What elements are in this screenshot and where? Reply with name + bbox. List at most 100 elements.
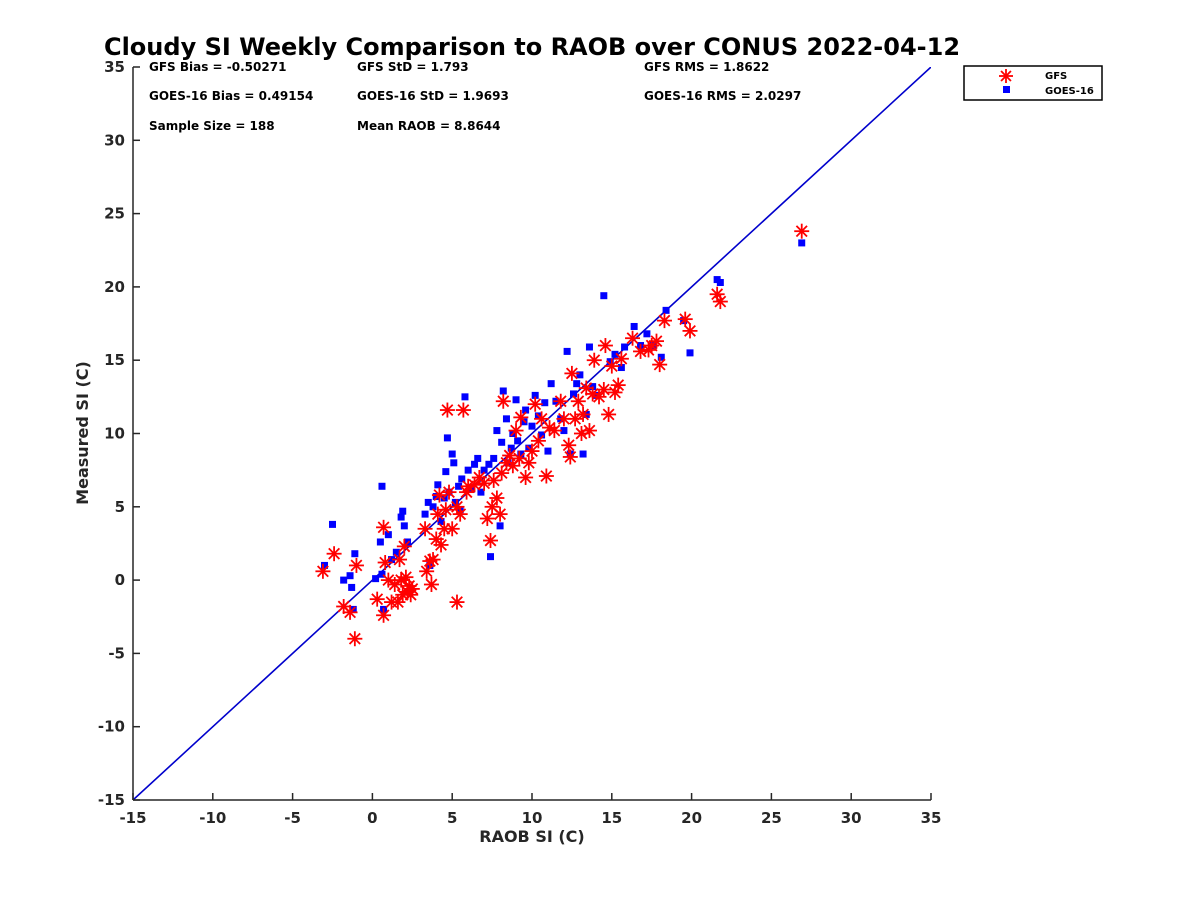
y-tick-label: -15 bbox=[98, 791, 125, 809]
goes-point bbox=[560, 427, 568, 435]
gfs-point bbox=[564, 365, 580, 381]
gfs-point bbox=[597, 338, 613, 354]
gfs-point bbox=[404, 581, 420, 597]
goes-point bbox=[541, 399, 549, 407]
stat-goes-rms: GOES-16 RMS = 2.0297 bbox=[644, 89, 801, 103]
legend-box bbox=[963, 65, 1103, 101]
stat-gfs-bias: GFS Bias = -0.50271 bbox=[149, 60, 286, 74]
x-tick-label: -15 bbox=[119, 809, 146, 827]
gfs-point bbox=[562, 449, 578, 465]
goes-point bbox=[485, 460, 493, 468]
gfs-point bbox=[648, 333, 664, 349]
goes-point bbox=[340, 576, 348, 584]
goes-point bbox=[397, 513, 405, 521]
gfs-point bbox=[452, 506, 468, 522]
gfs-point bbox=[444, 521, 460, 537]
x-tick-label: 20 bbox=[681, 809, 702, 827]
gfs-point bbox=[581, 423, 597, 439]
goes-point bbox=[544, 447, 552, 455]
y-tick-label: 5 bbox=[115, 498, 125, 516]
gfs-point bbox=[417, 521, 433, 537]
gfs-point bbox=[423, 576, 439, 592]
stat-goes-bias: GOES-16 Bias = 0.49154 bbox=[149, 89, 313, 103]
gfs-point bbox=[419, 563, 435, 579]
x-tick-label: -5 bbox=[284, 809, 301, 827]
stat-gfs-rms: GFS RMS = 1.8622 bbox=[644, 60, 769, 74]
y-tick-label: 20 bbox=[104, 278, 125, 296]
x-tick-label: 25 bbox=[761, 809, 782, 827]
goes-point bbox=[563, 347, 571, 355]
gfs-point bbox=[495, 393, 511, 409]
goes-point bbox=[351, 550, 359, 558]
goes-point bbox=[621, 343, 629, 351]
stats-block: GFS Bias = -0.50271 GFS StD = 1.793 GFS … bbox=[149, 60, 801, 133]
goes-point bbox=[716, 279, 724, 287]
goes-point bbox=[321, 561, 329, 569]
goes-point bbox=[399, 507, 407, 515]
goes-point bbox=[471, 460, 479, 468]
gfs-point bbox=[439, 402, 455, 418]
gfs-point bbox=[546, 423, 562, 439]
gfs-point bbox=[677, 311, 693, 327]
gfs-point bbox=[561, 437, 577, 453]
y-tick-label: -5 bbox=[108, 644, 125, 662]
chart-title: Cloudy SI Weekly Comparison to RAOB over… bbox=[104, 33, 960, 61]
goes-point bbox=[429, 503, 437, 511]
gfs-point bbox=[492, 506, 508, 522]
goes-point bbox=[388, 556, 396, 564]
gfs-point bbox=[794, 223, 810, 239]
y-tick-label: 35 bbox=[104, 58, 125, 76]
x-tick-label: 30 bbox=[841, 809, 862, 827]
gfs-point bbox=[476, 475, 492, 491]
goes-point bbox=[585, 343, 593, 351]
gfs-point bbox=[553, 393, 569, 409]
stat-gfs-std: GFS StD = 1.793 bbox=[357, 60, 469, 74]
legend-gfs-asterisk bbox=[999, 69, 1013, 83]
gfs-point bbox=[396, 538, 412, 554]
gfs-point bbox=[656, 313, 672, 329]
goes-point bbox=[512, 396, 520, 404]
gfs-point bbox=[518, 469, 534, 485]
gfs-point bbox=[502, 447, 518, 463]
y-tick-label: 25 bbox=[104, 205, 125, 223]
goes-point bbox=[490, 454, 498, 462]
goes-point bbox=[617, 364, 625, 372]
goes-point bbox=[499, 387, 507, 395]
legend-gfs-marker bbox=[999, 69, 1013, 83]
y-tick-label: 15 bbox=[104, 351, 125, 369]
goes-point bbox=[477, 488, 485, 496]
goes-point bbox=[376, 538, 384, 546]
gfs-point bbox=[347, 631, 363, 647]
goes-point bbox=[606, 358, 614, 366]
gfs-point bbox=[613, 351, 629, 367]
goes-point bbox=[507, 444, 515, 452]
gfs-point bbox=[712, 294, 728, 310]
gfs-point bbox=[441, 484, 457, 500]
goes-point bbox=[474, 454, 482, 462]
goes-point bbox=[440, 494, 448, 502]
gfs-point bbox=[527, 396, 543, 412]
gfs-point bbox=[575, 406, 591, 422]
gfs-point bbox=[376, 519, 392, 535]
goes-point bbox=[528, 422, 536, 430]
goes-point bbox=[346, 572, 354, 580]
x-tick-label: 0 bbox=[367, 809, 377, 827]
gfs-point bbox=[604, 358, 620, 374]
goes-point bbox=[643, 330, 651, 338]
goes-point bbox=[384, 531, 392, 539]
gfs-point bbox=[682, 323, 698, 339]
gfs-point bbox=[524, 443, 540, 459]
goes-point bbox=[372, 575, 380, 583]
y-tick-label: 10 bbox=[104, 425, 125, 443]
stat-sample-size: Sample Size = 188 bbox=[149, 119, 275, 133]
goes-point bbox=[569, 390, 577, 398]
gfs-point bbox=[369, 591, 385, 607]
goes-point bbox=[579, 450, 587, 458]
gfs-point bbox=[342, 604, 358, 620]
y-tick-label: 0 bbox=[115, 571, 125, 589]
goes-point bbox=[531, 391, 539, 399]
gfs-point bbox=[610, 377, 626, 393]
gfs-point bbox=[425, 552, 441, 568]
gfs-point bbox=[521, 455, 537, 471]
